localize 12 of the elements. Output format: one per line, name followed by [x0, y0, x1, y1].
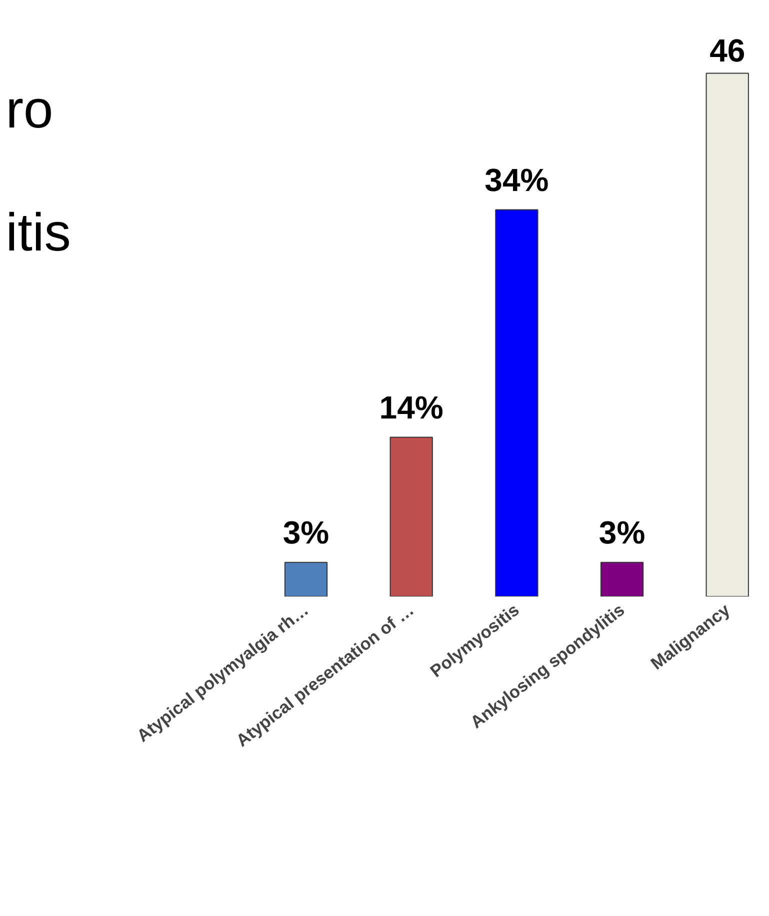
- text: ro: [6, 80, 54, 140]
- bar: [495, 209, 538, 596]
- data-label: 3%: [282, 514, 330, 550]
- data-label: 14%: [379, 389, 444, 426]
- bar: [390, 436, 433, 596]
- data-label: 34%: [484, 162, 549, 198]
- data-label: 3%: [598, 514, 646, 550]
- data-label: 46: [710, 32, 746, 68]
- text: itis: [6, 203, 71, 262]
- bar: [706, 72, 749, 596]
- bar: [284, 562, 328, 596]
- bar: [600, 562, 644, 596]
